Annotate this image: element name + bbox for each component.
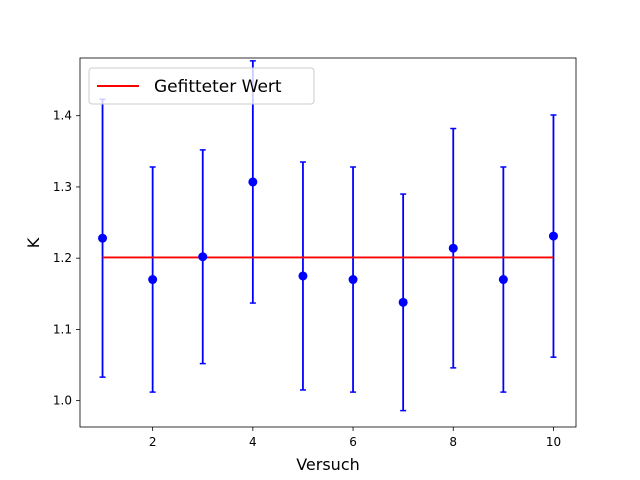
y-tick-label: 1.1	[53, 322, 72, 336]
legend: Gefitteter Wert	[88, 67, 315, 105]
x-tick-label: 2	[149, 435, 157, 449]
plot-frame	[79, 57, 577, 428]
data-point	[98, 233, 108, 243]
x-tick-label: 6	[349, 435, 357, 449]
x-tick-label: 8	[449, 435, 457, 449]
data-point	[248, 177, 258, 187]
data-point	[198, 252, 208, 262]
y-tick-label: 1.2	[53, 251, 72, 265]
y-tick-label: 1.4	[53, 109, 72, 123]
y-tick-label: 1.3	[53, 180, 72, 194]
data-point	[348, 275, 358, 285]
legend-label-fit-line: Gefitteter Wert	[154, 77, 282, 97]
data-point	[498, 275, 508, 285]
data-point	[448, 243, 458, 253]
y-axis-label: K	[24, 237, 43, 248]
y-tick-label: 1.0	[53, 394, 72, 408]
x-tick-label: 10	[546, 435, 561, 449]
data-point	[298, 271, 308, 281]
x-axis-ticks: 2 4 6 8 10	[149, 427, 561, 449]
legend-box	[88, 67, 315, 105]
y-axis-ticks: 1.0 1.1 1.2 1.3 1.4	[53, 109, 80, 408]
data-point	[148, 275, 158, 285]
point-layer	[98, 177, 558, 307]
x-axis-label: Versuch	[296, 455, 360, 474]
data-point	[548, 231, 558, 241]
x-tick-label: 4	[249, 435, 257, 449]
data-point	[398, 297, 408, 307]
plot-area	[80, 58, 576, 427]
